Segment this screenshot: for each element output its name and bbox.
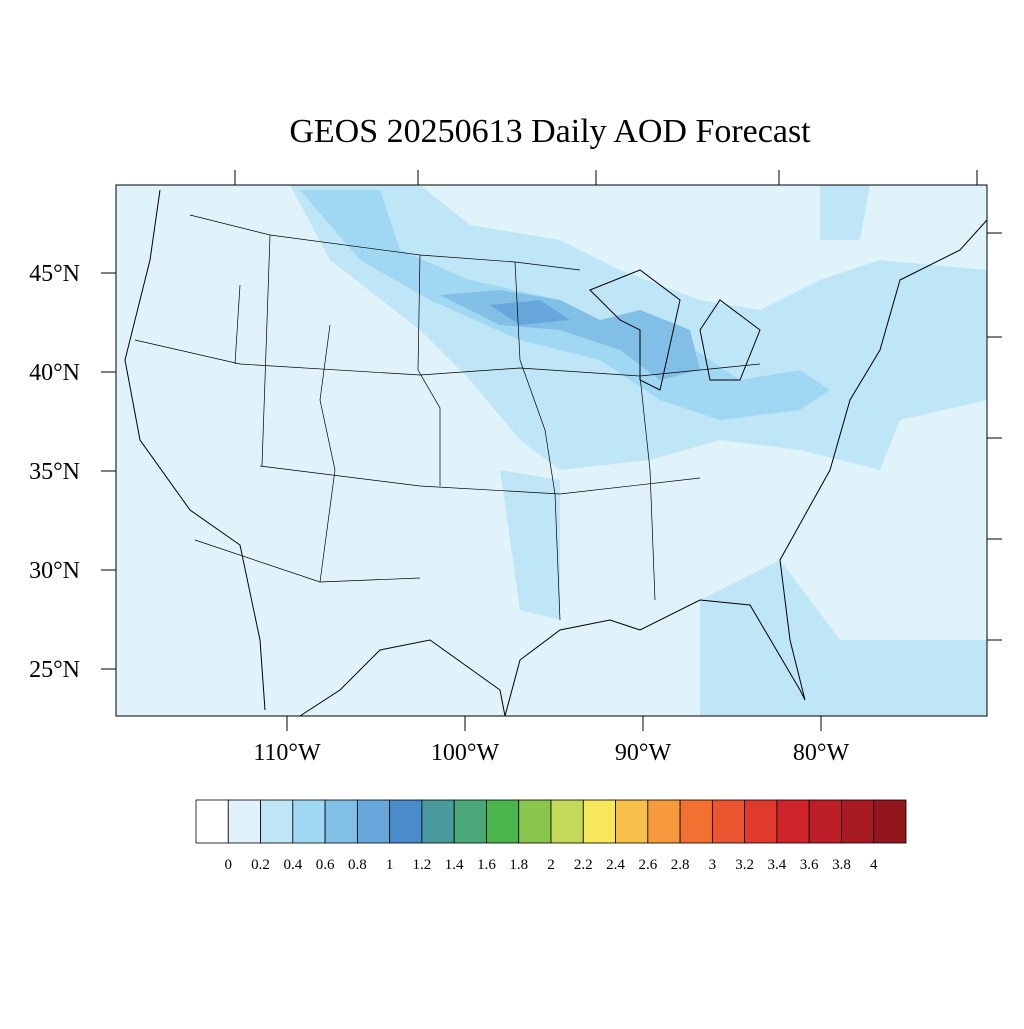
aod-field-peak (490, 300, 570, 325)
map-frame (115, 184, 988, 717)
lat-label: 35°N (29, 459, 80, 485)
colorbar-label: 0.8 (348, 857, 367, 873)
colorbar-label: 2.6 (638, 857, 657, 873)
map-title: GEOS 20250613 Daily AOD Forecast (289, 113, 811, 150)
lat-label: 25°N (29, 657, 80, 683)
colorbar-label: 3.6 (800, 857, 819, 873)
colorbar-box (518, 799, 552, 844)
colorbar-box (647, 799, 681, 844)
colorbar-label: 4 (870, 857, 878, 873)
colorbar-label: 1.8 (509, 857, 528, 873)
colorbar-label: 3.4 (768, 857, 787, 873)
colorbar-box (292, 799, 326, 844)
colorbar-box (776, 799, 810, 844)
colorbar-label: 3.2 (735, 857, 754, 873)
lon-label: 90°W (615, 740, 672, 766)
colorbar-box (615, 799, 649, 844)
colorbar-box (227, 799, 261, 844)
colorbar-label: 3.8 (832, 857, 851, 873)
colorbar-label: 0.2 (251, 857, 270, 873)
colorbar-label: 2 (547, 857, 555, 873)
lon-label: 110°W (253, 740, 321, 766)
colorbar-label: 3 (709, 857, 717, 873)
colorbar-box (873, 799, 907, 844)
colorbar-box (421, 799, 455, 844)
colorbar-box (453, 799, 487, 844)
colorbar-label: 2.8 (671, 857, 690, 873)
frame-ticks (234, 170, 1002, 641)
colorbar-label: 2.2 (574, 857, 593, 873)
colorbar-label: 0.4 (283, 857, 302, 873)
colorbar-box (841, 799, 875, 844)
lon-label: 80°W (793, 740, 850, 766)
colorbar-box (356, 799, 391, 844)
colorbar-label: 1.4 (445, 857, 464, 873)
colorbar-box (679, 799, 713, 844)
colorbar-label: 2.4 (606, 857, 625, 873)
colorbar-label: 1 (386, 857, 394, 873)
colorbar-label: 0 (225, 857, 233, 873)
colorbar-box (324, 799, 358, 844)
coastline (124, 189, 988, 717)
colorbar-box (550, 799, 584, 844)
colorbar-box (744, 799, 778, 844)
colorbar-box (260, 799, 294, 844)
colorbar-label: 1.2 (413, 857, 432, 873)
lat-label: 40°N (29, 360, 80, 386)
colorbar-label: 1.6 (477, 857, 496, 873)
lat-label: 45°N (29, 261, 80, 287)
colorbar-box (711, 799, 746, 844)
state-boundaries (134, 214, 761, 621)
map-area (115, 170, 1002, 717)
colorbar-box (808, 799, 842, 844)
lon-label: 100°W (431, 740, 500, 766)
colorbar-box (582, 799, 616, 844)
colorbar-box (389, 799, 423, 844)
colorbar-box (195, 799, 229, 844)
great-lakes (589, 269, 761, 391)
lat-label: 30°N (29, 558, 80, 584)
colorbar-box (486, 799, 520, 844)
colorbar-label: 0.6 (316, 857, 335, 873)
